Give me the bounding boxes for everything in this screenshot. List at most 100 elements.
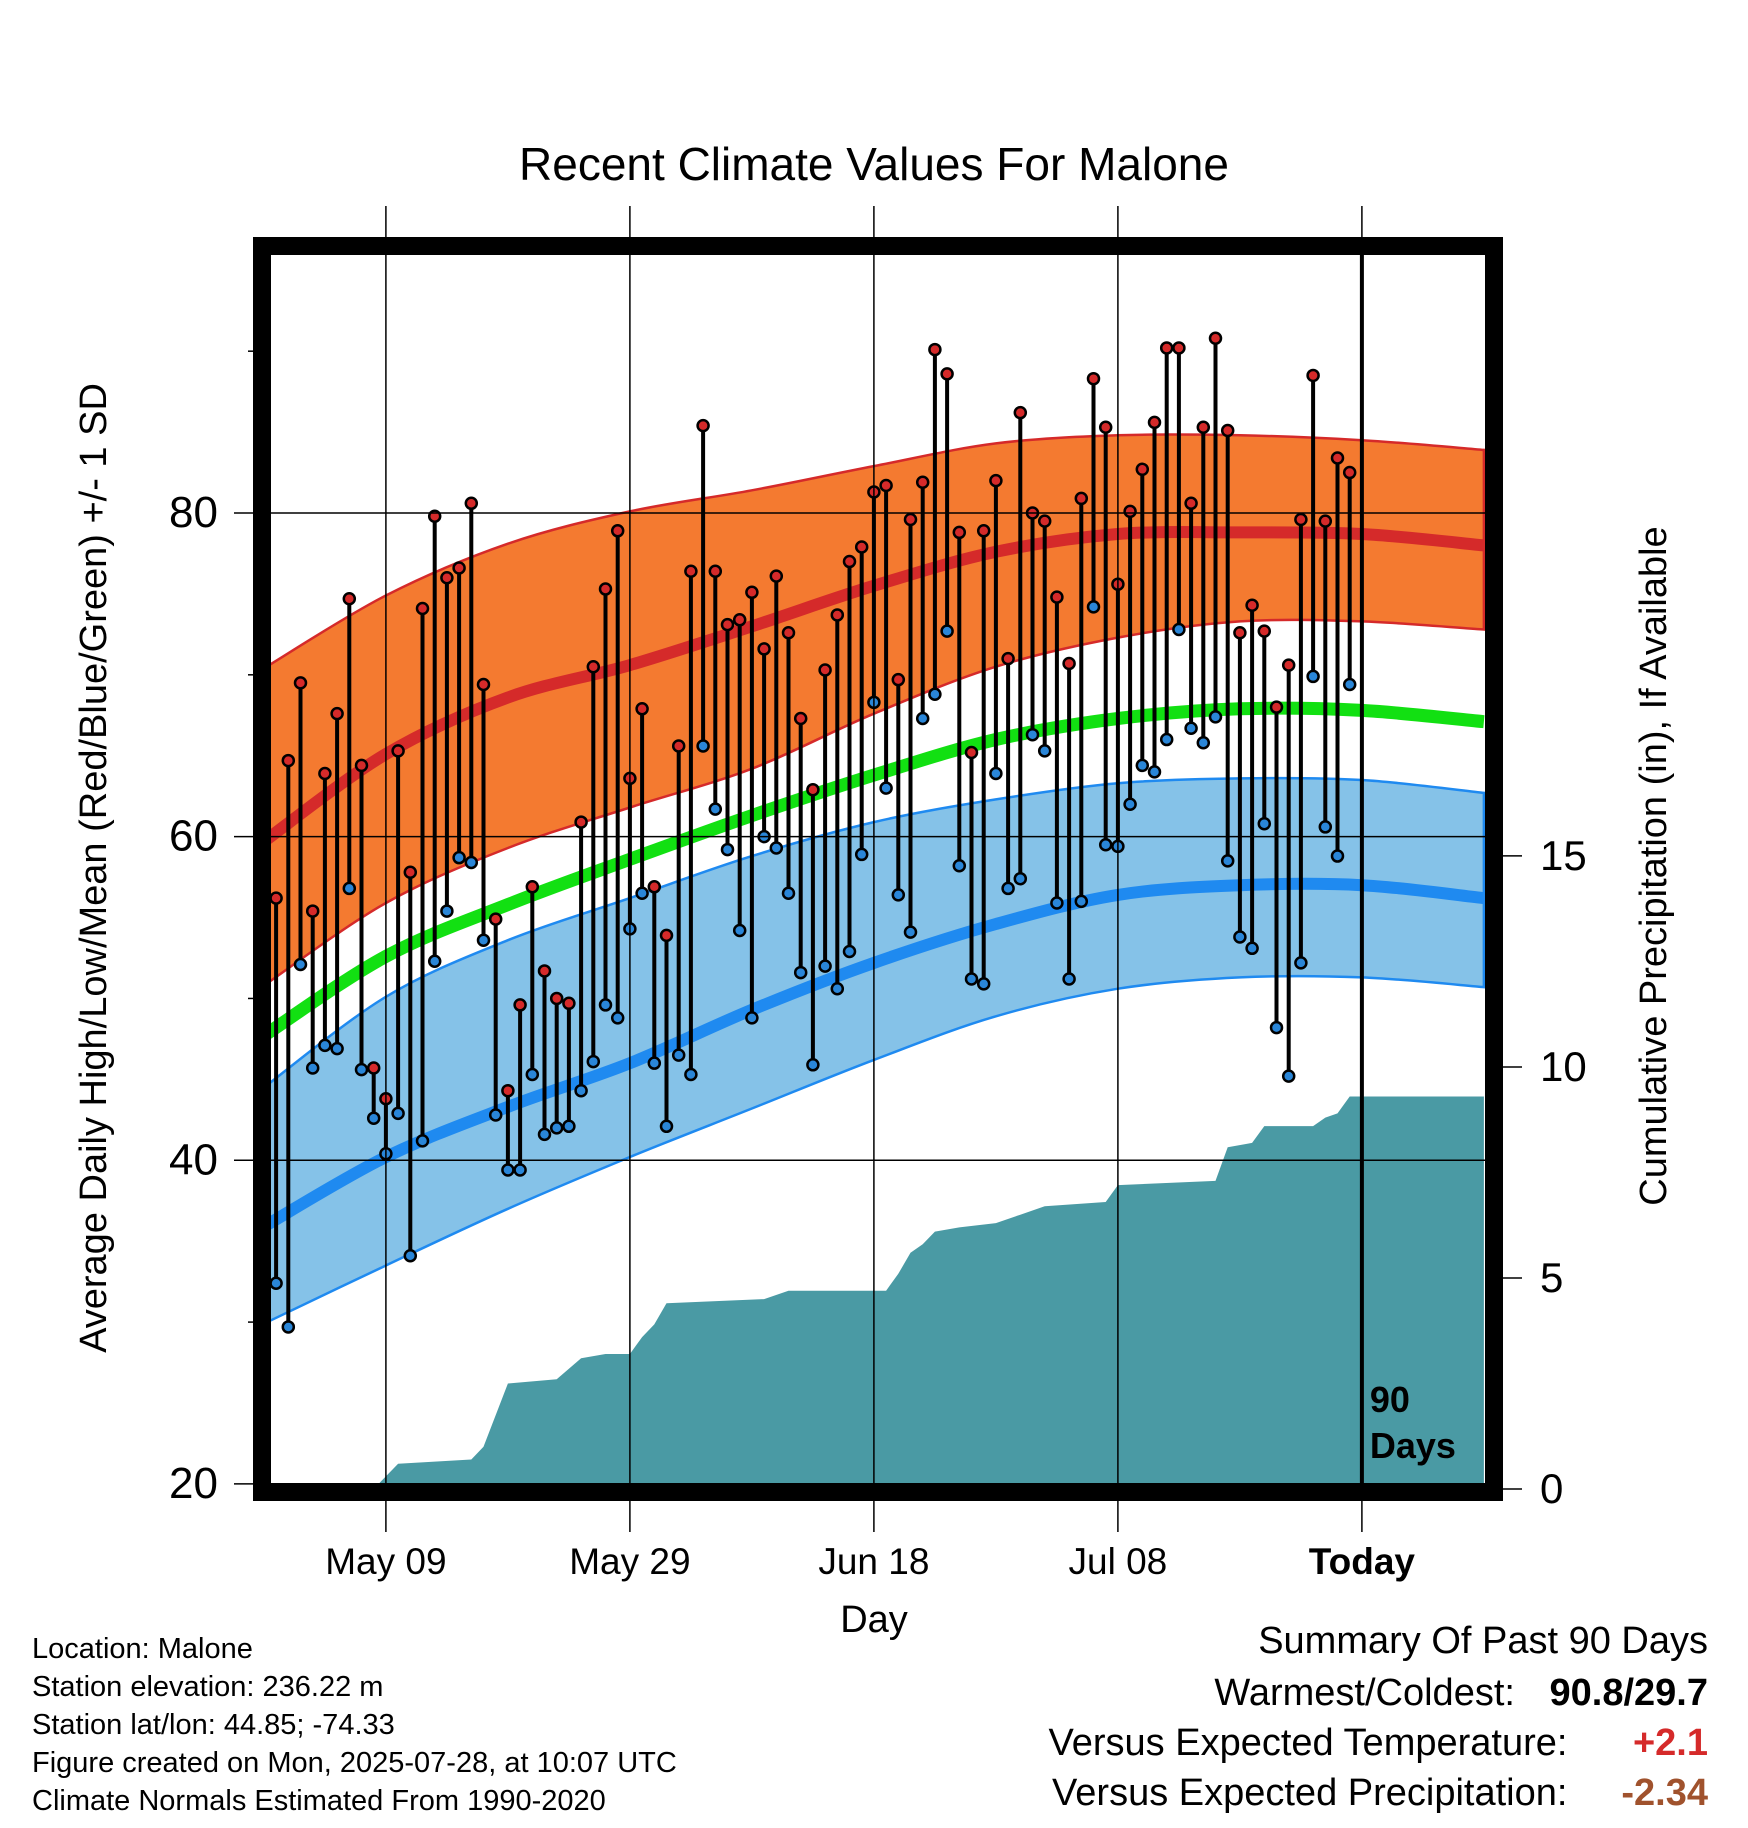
summary-title: Summary Of Past 90 Days — [1258, 1620, 1708, 1662]
daily-low-point — [476, 933, 491, 947]
daily-high-point — [1294, 512, 1308, 527]
daily-high-point — [903, 512, 918, 527]
daily-high-point — [1269, 700, 1284, 714]
x-tick-label-today: Today — [1309, 1541, 1416, 1582]
day-range — [952, 525, 967, 873]
day-range — [488, 912, 503, 1122]
daily-high-point — [1330, 451, 1345, 465]
daily-low-point — [1342, 677, 1357, 692]
daily-low-point — [1233, 930, 1247, 944]
daily-high-point — [452, 561, 466, 575]
day-range — [549, 991, 564, 1135]
daily-low-point — [745, 1011, 759, 1025]
daily-high-point — [574, 815, 588, 829]
day-range — [732, 613, 747, 938]
daily-low-point — [403, 1248, 418, 1263]
day-range — [1050, 590, 1064, 910]
daily-high-point — [501, 1083, 515, 1098]
day-range — [1062, 656, 1076, 986]
daily-low-point — [488, 1108, 503, 1122]
daily-high-point — [830, 608, 845, 622]
day-range — [440, 570, 454, 918]
daily-low-point — [513, 1163, 527, 1177]
day-range — [391, 744, 405, 1121]
daily-low-point — [940, 624, 954, 638]
day-range — [1196, 420, 1211, 750]
daily-low-point — [1269, 1020, 1284, 1035]
day-range — [940, 367, 954, 638]
daily-low-point — [806, 1058, 820, 1072]
daily-low-point — [452, 850, 466, 865]
y-axis-label: Average Daily High/Low/Mean (Red/Blue/Gr… — [73, 383, 115, 1353]
day-range — [891, 672, 906, 902]
daily-high-point — [976, 524, 991, 538]
summary-temperature: Versus Expected Temperature: +2.1 — [1049, 1722, 1708, 1765]
day-range — [598, 582, 613, 1012]
day-range — [842, 554, 857, 959]
x-tick-label: May 29 — [569, 1541, 690, 1582]
daily-high-point — [293, 676, 308, 690]
x-tick-label: May 09 — [325, 1541, 446, 1582]
daily-high-point — [818, 663, 832, 677]
day-range — [293, 676, 308, 972]
today-marker-line: Days — [1370, 1425, 1456, 1466]
day-range — [366, 1061, 381, 1125]
day-range — [464, 496, 479, 870]
daily-low-point — [989, 766, 1003, 781]
daily-low-point — [1062, 972, 1076, 986]
day-range — [647, 880, 662, 1070]
daily-high-point — [989, 473, 1003, 488]
daily-high-point — [1172, 341, 1186, 355]
day-range — [562, 996, 576, 1134]
daily-high-point — [1037, 514, 1052, 528]
day-range — [781, 625, 796, 901]
day-range — [525, 880, 540, 1082]
daily-high-point — [1001, 651, 1015, 666]
day-range — [684, 564, 698, 1082]
day-range — [854, 540, 869, 862]
day-range — [574, 815, 588, 1098]
daily-low-point — [903, 925, 918, 939]
y-tick-label: 80 — [169, 488, 218, 537]
day-range — [305, 904, 320, 1075]
daily-high-point — [732, 613, 747, 627]
daily-low-point — [1135, 758, 1150, 773]
daily-low-point — [293, 957, 308, 972]
daily-low-point — [342, 881, 357, 896]
day-range — [1013, 405, 1028, 886]
daily-high-point — [1098, 420, 1113, 434]
daily-low-point — [635, 886, 649, 901]
daily-low-point — [1159, 732, 1174, 747]
daily-high-point — [1159, 341, 1174, 355]
daily-high-point — [464, 496, 479, 511]
daily-low-point — [1281, 1069, 1296, 1083]
day-range — [1245, 598, 1259, 956]
daily-high-point — [915, 475, 930, 490]
daily-high-point — [952, 525, 967, 540]
daily-high-point — [415, 601, 430, 616]
daily-low-point — [598, 998, 613, 1012]
daily-low-point — [842, 944, 857, 959]
daily-low-point — [1220, 854, 1235, 868]
daily-low-point — [427, 954, 442, 968]
daily-low-point — [415, 1134, 430, 1148]
day-range — [1257, 624, 1272, 831]
daily-high-point — [513, 998, 527, 1012]
daily-low-point — [769, 841, 784, 855]
daily-low-point — [1074, 894, 1089, 909]
daily-high-point — [720, 617, 735, 632]
daily-low-point — [1330, 849, 1345, 863]
day-range — [342, 592, 357, 896]
day-range — [586, 659, 601, 1069]
day-range — [1318, 514, 1333, 834]
daily-high-point — [1086, 371, 1101, 386]
day-range — [976, 524, 991, 991]
daily-low-point — [684, 1067, 698, 1082]
day-range — [1330, 451, 1345, 863]
day-range — [403, 865, 418, 1263]
warmest-coldest-value: 90.8/29.7 — [1549, 1672, 1708, 1714]
daily-high-point — [745, 585, 759, 600]
y-tick-label: 20 — [169, 1459, 218, 1508]
daily-low-point — [647, 1056, 662, 1070]
daily-high-point — [403, 865, 418, 879]
